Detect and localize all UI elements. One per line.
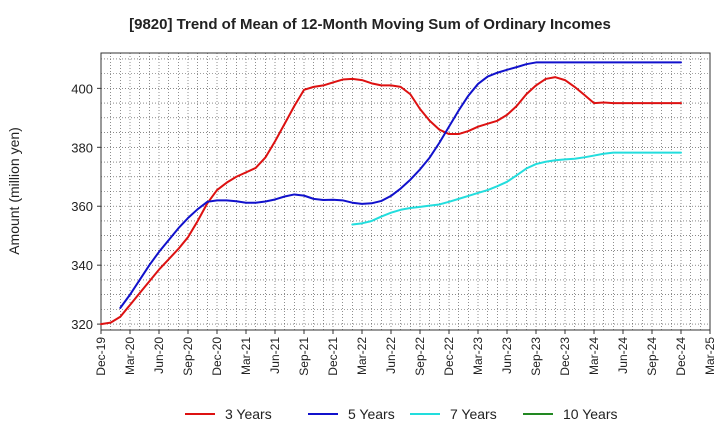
x-tick-label: Jun-23 (500, 337, 514, 374)
plot-area (100, 52, 711, 331)
series-line-7-years (351, 151, 682, 226)
x-tick-label: Sep-21 (297, 337, 311, 376)
y-tick-label: 400 (71, 81, 93, 96)
series-line-5-years (119, 61, 682, 309)
x-tick-label: Dec-22 (442, 337, 456, 376)
x-tick-label: Dec-23 (558, 337, 572, 376)
legend-label-3-years: 3 Years (225, 406, 272, 422)
x-tick-label: Mar-21 (239, 337, 253, 375)
legend-label-7-years: 7 Years (450, 406, 497, 422)
series-line-3-years (100, 76, 682, 326)
x-tick-label: Dec-21 (326, 337, 340, 376)
y-axis: 320 340 360 380 400 (71, 81, 101, 332)
x-tick-label: Jun-22 (384, 337, 398, 374)
x-tick-label: Dec-24 (674, 337, 688, 376)
x-tick-label: Jun-21 (268, 337, 282, 374)
x-tick-label: Mar-24 (587, 337, 601, 375)
x-tick-label: Dec-19 (94, 337, 108, 376)
plot-border (100, 52, 711, 331)
x-axis: Dec-19 Mar-20 Jun-20 Sep-20 Dec-20 Mar-21 Jun-… (94, 330, 717, 376)
x-tick-label: Mar-25 (703, 337, 717, 375)
x-tick-label: Dec-20 (210, 337, 224, 376)
legend-label-5-years: 5 Years (348, 406, 395, 422)
x-tick-label: Mar-23 (471, 337, 485, 375)
series-lines (100, 61, 682, 326)
grid (101, 53, 710, 330)
y-axis-label: Amount (million yen) (6, 127, 22, 255)
y-tick-label: 380 (71, 140, 93, 155)
x-tick-label: Sep-22 (413, 337, 427, 376)
y-tick-label: 320 (71, 317, 93, 332)
x-tick-label: Sep-24 (645, 337, 659, 376)
x-tick-label: Jun-20 (152, 337, 166, 374)
x-tick-label: Mar-20 (123, 337, 137, 375)
x-tick-label: Jun-24 (616, 337, 630, 374)
x-tick-label: Sep-23 (529, 337, 543, 376)
legend: 3 Years 5 Years 7 Years 10 Years (185, 406, 618, 422)
x-tick-label: Mar-22 (355, 337, 369, 375)
chart-title: [9820] Trend of Mean of 12-Month Moving … (129, 16, 611, 33)
y-tick-label: 360 (71, 199, 93, 214)
y-tick-label: 340 (71, 258, 93, 273)
legend-label-10-years: 10 Years (563, 406, 618, 422)
x-tick-label: Sep-20 (181, 337, 195, 376)
